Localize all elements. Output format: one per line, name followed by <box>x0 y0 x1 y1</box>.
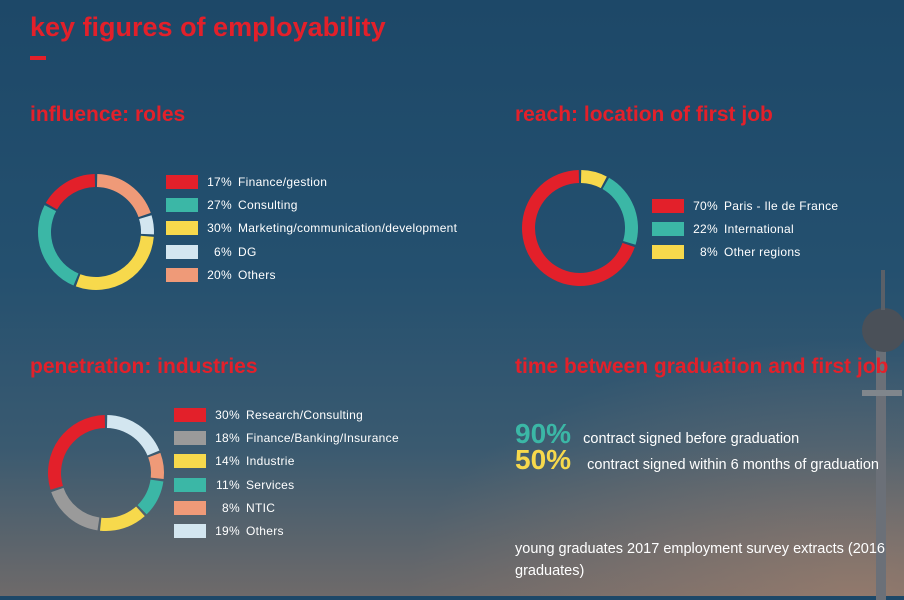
legend-swatch <box>174 477 206 492</box>
legend-label: Research/Consulting <box>246 407 364 422</box>
legend-percent: 17% <box>207 174 232 189</box>
legend-label: Finance/Banking/Insurance <box>246 430 399 445</box>
legend-swatch <box>174 407 206 422</box>
legend-percent: 11% <box>215 477 240 492</box>
legend-swatch <box>652 245 684 260</box>
legend-item: 8% Other regions <box>652 241 838 264</box>
legend-percent: 14% <box>215 454 240 469</box>
legend-percent: 27% <box>207 197 232 212</box>
donut-slice-consulting <box>38 205 79 286</box>
legend-swatch <box>174 430 206 445</box>
page-title: key figures of employability <box>30 12 386 42</box>
legend-label: Other regions <box>724 245 801 260</box>
industries-legend: 30% Research/Consulting 18% Finance/Banking… <box>174 403 399 543</box>
legend-label: DG <box>238 244 257 259</box>
legend-label: Consulting <box>238 197 298 212</box>
legend-percent: 8% <box>222 500 240 515</box>
legend-swatch <box>166 244 198 259</box>
legend-item: 8% NTIC <box>174 496 399 519</box>
stat1-text: contract signed before graduation <box>583 431 800 447</box>
stat-within-6-months: 50% contract signed within 6 months of g… <box>515 446 895 475</box>
legend-swatch <box>166 197 198 212</box>
stat2-text: contract signed within 6 months of gradu… <box>587 457 879 473</box>
donut-slice-industrie <box>99 506 145 531</box>
legend-swatch <box>652 221 684 236</box>
legend-label: Paris - Ile de France <box>724 198 839 213</box>
donut-slice-others <box>96 174 151 218</box>
legend-swatch <box>166 174 198 189</box>
legend-item: 70% Paris - Ile de France <box>652 194 838 217</box>
donut-slice-marketing-communication-development <box>75 235 154 290</box>
title-underline <box>30 56 46 60</box>
donut-slice-finance-gestion <box>45 174 96 210</box>
legend-percent: 70% <box>693 198 718 213</box>
legend-swatch <box>174 454 206 469</box>
legend-percent: 22% <box>693 221 718 236</box>
donut-slice-international <box>602 177 638 245</box>
legend-item: 19% Others <box>174 519 399 542</box>
legend-swatch <box>166 267 198 282</box>
stat1-value: 90% <box>515 418 572 449</box>
donut-slice-services <box>137 479 164 515</box>
donut-slice-dg <box>139 215 154 235</box>
location-donut <box>522 170 638 286</box>
location-legend: 70% Paris - Ile de France 22% International… <box>652 194 838 264</box>
legend-label: NTIC <box>246 500 276 515</box>
background-glow <box>404 336 904 596</box>
industries-donut <box>48 415 164 531</box>
donut-slice-others <box>106 415 160 456</box>
roles-donut <box>38 174 154 290</box>
legend-item: 27% Consulting <box>166 193 457 216</box>
industries-title: penetration: industries <box>30 355 258 378</box>
legend-label: Industrie <box>246 454 295 469</box>
legend-swatch <box>174 500 206 515</box>
legend-percent: 20% <box>207 267 232 282</box>
legend-swatch <box>166 221 198 236</box>
legend-swatch <box>652 198 684 213</box>
legend-label: Marketing/communication/development <box>238 221 458 236</box>
donut-slice-research-consulting <box>48 415 106 490</box>
legend-item: 11% Services <box>174 473 399 496</box>
legend-item: 18% Finance/Banking/Insurance <box>174 426 399 449</box>
stat2-value: 50% <box>515 444 572 475</box>
roles-title: influence: roles <box>30 103 186 126</box>
donut-slice-other-regions <box>580 170 607 189</box>
legend-percent: 8% <box>700 245 718 260</box>
legend-percent: 6% <box>214 244 232 259</box>
legend-item: 30% Marketing/communication/development <box>166 217 457 240</box>
roles-legend: 17% Finance/gestion 27% Consulting 30% Market… <box>166 170 457 286</box>
legend-percent: 19% <box>215 524 240 539</box>
survey-note: young graduates 2017 employment survey e… <box>515 541 885 579</box>
legend-percent: 18% <box>215 430 240 445</box>
legend-label: Others <box>246 524 284 539</box>
donut-slice-finance-banking-insurance <box>51 487 100 531</box>
legend-item: 22% International <box>652 217 838 240</box>
legend-label: Services <box>246 477 295 492</box>
legend-item: 20% Others <box>166 263 457 286</box>
legend-item: 30% Research/Consulting <box>174 403 399 426</box>
stat-before-graduation: 90% contract signed before graduation <box>515 418 799 450</box>
time-title: time between graduation and first job <box>515 355 889 378</box>
legend-swatch <box>174 524 206 539</box>
legend-item: 6% DG <box>166 240 457 263</box>
legend-item: 17% Finance/gestion <box>166 170 457 193</box>
tower-image <box>862 270 904 600</box>
legend-percent: 30% <box>215 407 240 422</box>
legend-label: Finance/gestion <box>238 174 328 189</box>
legend-item: 14% Industrie <box>174 450 399 473</box>
legend-label: Others <box>238 267 276 282</box>
donut-slice-ntic <box>148 452 164 480</box>
legend-label: International <box>724 221 794 236</box>
legend-percent: 30% <box>207 221 232 236</box>
location-title: reach: location of first job <box>515 103 773 126</box>
